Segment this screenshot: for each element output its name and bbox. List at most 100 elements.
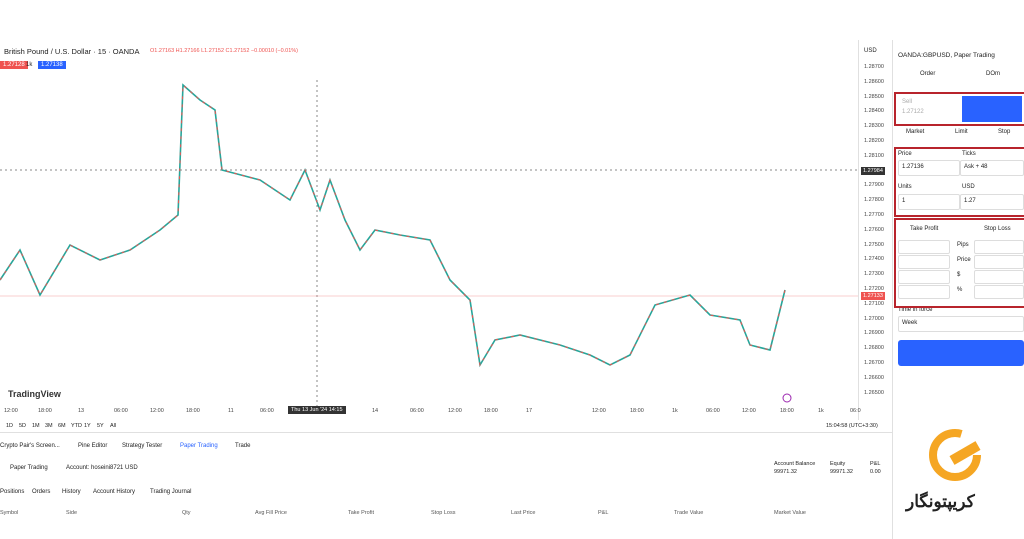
subtab[interactable]: History [62,489,81,495]
row-label: $ [957,272,961,278]
order-type[interactable]: Market [906,129,925,135]
account-field: 99971.32 [830,469,853,475]
time-tick: 12:00 [742,408,756,414]
time-tick: 1k [818,408,824,414]
panel-tab[interactable]: DOm [986,71,1000,77]
column-header: P&L [598,510,609,516]
price-tick: 1.28200 [864,138,884,144]
price-tick: 1.26700 [864,360,884,366]
time-tick: 18:00 [38,408,52,414]
price-tick: 1.28400 [864,108,884,115]
tab[interactable]: Strategy Tester [122,443,163,449]
highlight [894,92,1024,126]
divider [0,432,892,433]
price-tick: 1.27500 [864,241,884,248]
account-name: Account: hoseini8721 USD [66,465,138,471]
range-button[interactable]: 6M [58,423,66,429]
input-box[interactable] [898,270,950,284]
range-button[interactable]: 1Y [84,423,91,429]
account-field: Equity [830,461,846,467]
watermark: TradingView [8,389,61,399]
price-candles [0,83,786,368]
column-header: Last Price [511,510,536,516]
input-box[interactable] [898,194,960,210]
broker: Paper Trading [10,465,48,471]
account-field: P&L [870,461,881,467]
tab[interactable]: Pine Editor [78,443,108,449]
price-tick: 1.27700 [864,212,884,218]
time-tick: 06:0 [850,408,861,414]
price-tick: 1.27200 [864,286,884,292]
input-value: 1.27136 [902,164,924,170]
range-button[interactable]: YTD [71,423,82,429]
column-header: Qty [182,510,191,516]
label: Price [898,151,912,157]
subtab[interactable]: Trading Journal [150,489,192,495]
crosshair-price: 1.27984 [861,167,885,175]
range-button[interactable]: 5D [19,423,27,429]
buy-button[interactable] [898,340,1024,366]
tab[interactable]: Paper Trading [180,443,218,449]
range-button[interactable]: 1M [32,423,40,429]
time-tick: 18:00 [630,408,644,414]
time-tick: 18:00 [484,408,498,414]
time-tick: 06:00 [706,408,720,414]
price-tick: 1.26600 [864,374,884,381]
highlight [894,147,1024,217]
panel-tab[interactable]: Order [920,71,936,77]
time-tick: 14 [372,408,379,414]
input-box[interactable] [898,240,950,254]
subtab[interactable]: Account History [93,489,136,495]
tab[interactable]: Trade [235,443,251,449]
time-tick: 06:00 [114,408,128,414]
range-button[interactable]: 3M [45,423,53,429]
crosshair-time: Thu 13 Jun '24 14:15 [288,406,346,414]
input-value: Week [902,320,918,326]
time-tick: 12:00 [4,408,18,414]
time-tick: 11 [228,408,234,414]
input-box[interactable] [898,255,950,269]
buy-box[interactable] [962,96,1022,122]
row-label: Price [957,257,971,263]
price-tick: 1.28500 [864,93,884,100]
label: USD [962,184,975,190]
price-tick: 1.26900 [864,330,884,337]
checkbox-label[interactable]: Stop Loss [984,226,1011,232]
time-tick: 06:00 [260,408,274,414]
input-box[interactable] [898,285,950,299]
price-tick: 1.26500 [864,389,884,396]
buy-chip[interactable]: 1.27138 [38,61,66,69]
column-header: Avg Fill Price [255,510,287,516]
column-header: Trade Value [674,510,704,516]
account-field: 0.00 [870,469,881,475]
subtab[interactable]: Positions [0,489,25,495]
account-field: 99971.32 [774,469,797,475]
divider [892,40,893,539]
sell-label[interactable]: Sell [902,99,913,105]
range-button[interactable]: 5Y [97,423,104,429]
time-tick: 12:00 [150,408,164,414]
time-tick: 18:00 [186,408,200,414]
order-type[interactable]: Limit [955,129,968,135]
range-button[interactable]: 1D [6,423,14,429]
sell-chip[interactable]: 1.27128 [0,61,28,69]
price-tick: 1.27300 [864,271,884,278]
clock: 15:04:58 (UTC+3:30) [826,423,878,429]
input-box[interactable] [898,160,960,176]
chart [0,80,858,410]
range-button[interactable]: All [110,423,117,429]
price-tick: 1.27600 [864,226,884,233]
sell-price[interactable]: 1.27122 [902,109,924,115]
symbol: British Pound / U.S. Dollar · 15 · OANDA [4,47,140,56]
currency: USD [864,48,877,54]
checkbox-label[interactable]: Take Profit [910,226,939,232]
tab[interactable]: Crypto Pair's Screen... [0,443,60,449]
last-price: 1.27133 [861,292,885,300]
input-value: Ask + 48 [964,164,988,170]
order-type[interactable]: Stop [998,129,1011,135]
time-tick: 1k [672,408,678,414]
subtab[interactable]: Orders [32,489,51,495]
input-value: 1.27 [964,198,976,204]
label: Ticks [962,151,976,157]
price-tick: 1.27100 [864,300,884,307]
